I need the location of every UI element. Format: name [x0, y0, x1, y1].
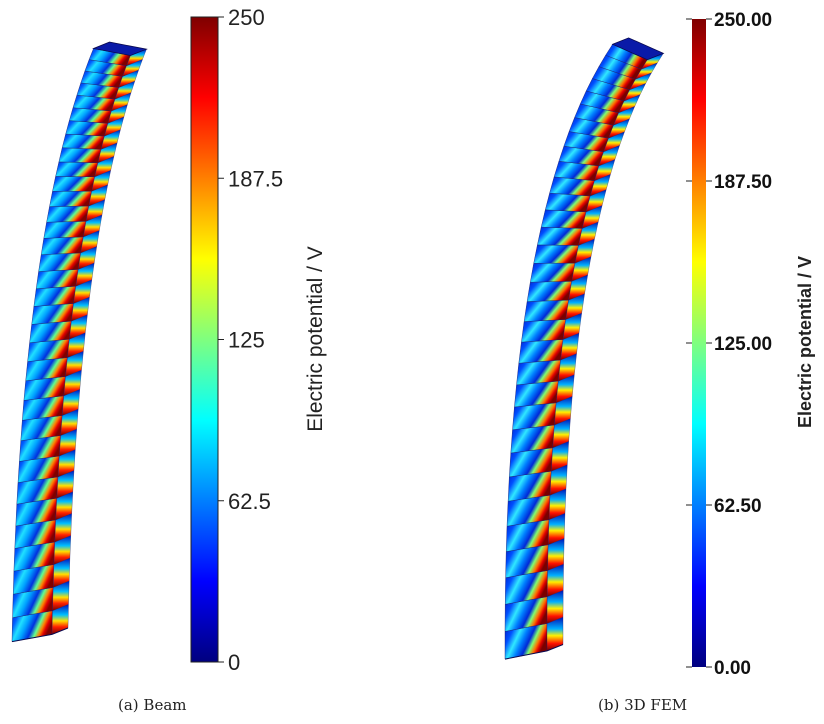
beam-segment-front: [49, 190, 92, 207]
beam-segment-front: [61, 133, 105, 150]
colorbar-tick-label: 0: [228, 650, 240, 675]
beam-segment-front: [533, 244, 579, 264]
beam-segment-front: [46, 205, 90, 223]
beam-segment-front: [526, 281, 572, 302]
fem-beam-body: [504, 37, 665, 660]
fem-figure: 0.00 62.50 125.00 187.50 250.00 Electric pot…: [504, 10, 815, 679]
beam-segment-front: [35, 269, 79, 290]
colorbar-title: Electric potential / V: [304, 246, 327, 432]
colorbar-tick-label: 62.50: [714, 496, 762, 517]
caption-beam: (a) Beam: [118, 696, 187, 714]
colorbar-ticks: 0 62.5 125 187.5 250: [218, 5, 283, 675]
beam-segment-front: [540, 209, 587, 229]
colorbar-tick-label: 187.50: [714, 172, 772, 193]
beam-top-cap: [611, 37, 665, 61]
beam-segment-front: [537, 226, 583, 246]
beam-top-cap: [92, 41, 148, 56]
beam-segment-front: [38, 252, 81, 272]
colorbar-ticks: 0.00 62.50 125.00 187.50 250.00: [686, 10, 772, 679]
colorbar-tick-label: 125: [228, 328, 265, 353]
beam-segment-front: [29, 320, 72, 344]
beam-segment-front: [43, 221, 87, 239]
panel-3d-fem: 0.00 62.50 125.00 187.50 250.00 Electric pot…: [412, 0, 824, 724]
beam-segment-front: [518, 339, 564, 364]
beam-segment-front: [521, 319, 566, 343]
beam-body: [11, 41, 148, 643]
beam-segment-front: [58, 147, 102, 164]
colorbar-tick-label: 62.5: [228, 489, 271, 514]
colorbar-title: Electric potential / V: [795, 256, 815, 428]
beam-segment-front: [33, 285, 77, 307]
beam-segment-front: [530, 262, 576, 283]
colorbar-gradient: [190, 16, 219, 663]
beam-segment-front: [31, 303, 74, 325]
beam-segment-front: [55, 161, 99, 178]
colorbar-tick-label: 250: [228, 5, 265, 30]
colorbar-tick-label: 125.00: [714, 334, 772, 355]
colorbar-tick-label: 250.00: [714, 10, 772, 31]
caption-3d-fem: (b) 3D FEM: [598, 696, 688, 714]
beam-segment-front: [52, 176, 95, 192]
colorbar: 0.00 62.50 125.00 187.50 250.00 Electric pot…: [686, 10, 815, 679]
panel-beam: 0 62.5 125 187.5 250 Electric potential / V …: [11, 5, 327, 714]
colorbar-tick-label: 0.00: [714, 658, 751, 679]
beam-segment-front: [545, 192, 591, 213]
beam-bottom-edge: [11, 627, 69, 643]
beam-figure: 0 62.5 125 187.5 250 Electric potential / V: [11, 5, 327, 675]
beam-segment-front: [40, 236, 84, 255]
colorbar-tick-label: 187.5: [228, 166, 283, 191]
beam-segment-front: [516, 359, 561, 386]
beam-segment-front: [523, 299, 569, 322]
beam-bottom-edge: [504, 644, 564, 660]
colorbar: 0 62.5 125 187.5 250 Electric potential / V: [190, 5, 327, 675]
colorbar-gradient: [692, 19, 706, 667]
beam-segment-front: [514, 380, 559, 408]
